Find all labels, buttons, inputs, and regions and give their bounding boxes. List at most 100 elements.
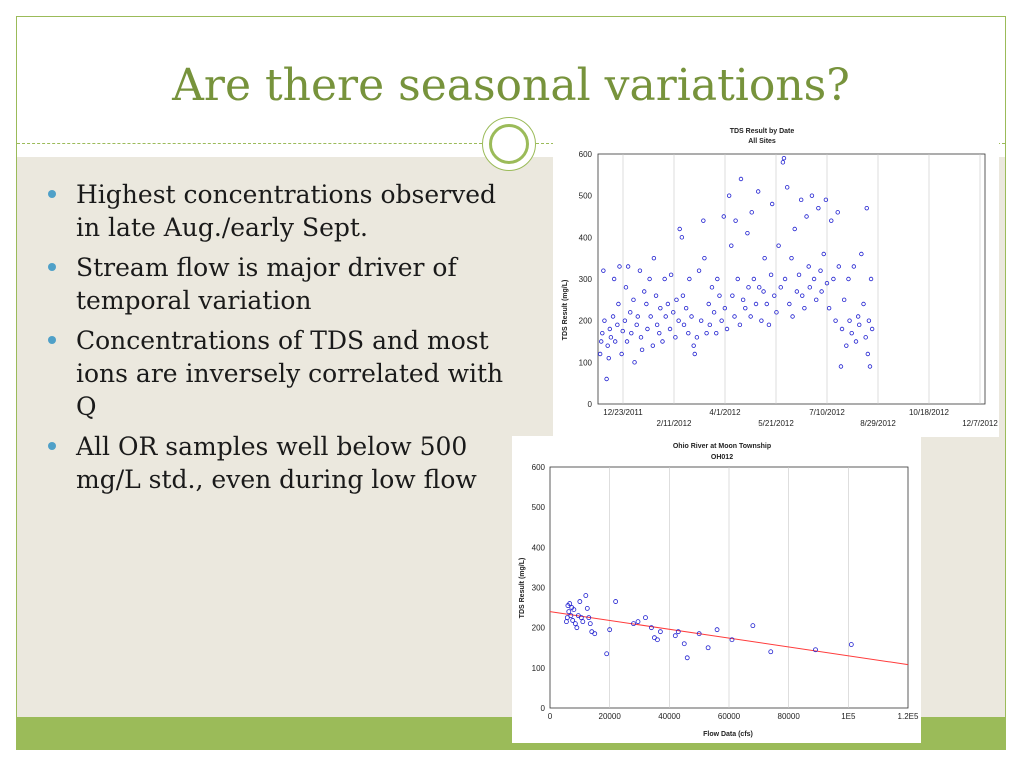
data-point bbox=[764, 301, 769, 307]
bullet-item: Stream flow is major driver of temporal … bbox=[48, 251, 518, 317]
data-point bbox=[564, 615, 570, 621]
data-point bbox=[738, 176, 744, 182]
data-point bbox=[806, 264, 811, 269]
data-point bbox=[662, 276, 667, 282]
data-point bbox=[632, 360, 637, 365]
data-point bbox=[620, 328, 625, 334]
data-point bbox=[869, 326, 875, 332]
slide-title: Are there seasonal variations? bbox=[172, 60, 850, 111]
data-point bbox=[740, 297, 746, 303]
data-point bbox=[816, 205, 821, 211]
data-point bbox=[819, 289, 824, 294]
data-point bbox=[694, 335, 700, 340]
data-point bbox=[768, 272, 774, 278]
data-point bbox=[651, 255, 657, 261]
y-tick-label: 100 bbox=[579, 358, 593, 367]
data-point bbox=[719, 318, 724, 323]
data-point bbox=[761, 289, 766, 294]
data-point bbox=[772, 293, 777, 298]
data-point bbox=[733, 218, 738, 223]
data-point bbox=[707, 322, 712, 328]
data-point bbox=[696, 268, 702, 273]
data-point bbox=[751, 276, 757, 282]
data-point bbox=[681, 322, 687, 328]
bullet-item: All OR samples well below 500 mg/L std.,… bbox=[48, 430, 518, 496]
data-point bbox=[675, 629, 681, 635]
data-point bbox=[732, 314, 737, 319]
data-point bbox=[658, 305, 663, 311]
data-point bbox=[665, 301, 671, 307]
data-point bbox=[648, 314, 653, 319]
bullet-dot-icon bbox=[48, 263, 56, 271]
y-tick-label: 100 bbox=[532, 664, 546, 673]
x-tick-label: 12/7/2012 bbox=[962, 419, 998, 428]
data-point bbox=[587, 621, 593, 627]
data-point bbox=[864, 205, 869, 211]
data-point bbox=[622, 318, 628, 323]
data-point bbox=[639, 347, 645, 353]
data-point bbox=[729, 243, 734, 248]
data-point bbox=[823, 197, 829, 203]
data-point bbox=[745, 230, 750, 236]
data-point bbox=[674, 297, 679, 303]
data-point bbox=[650, 343, 656, 348]
data-point bbox=[753, 301, 759, 307]
bullet-dot-icon bbox=[48, 336, 56, 344]
y-tick-label: 500 bbox=[532, 503, 546, 512]
data-point bbox=[673, 335, 678, 340]
data-point bbox=[607, 627, 613, 633]
data-point bbox=[868, 276, 874, 282]
y-tick-label: 0 bbox=[588, 400, 593, 409]
data-point bbox=[680, 293, 686, 298]
data-point bbox=[709, 285, 715, 290]
data-point bbox=[635, 314, 640, 319]
data-point bbox=[789, 255, 794, 261]
data-point bbox=[686, 330, 691, 336]
bullet-text: All OR samples well below 500 mg/L std.,… bbox=[76, 432, 477, 494]
data-point bbox=[644, 301, 649, 307]
data-point bbox=[613, 339, 618, 344]
y-tick-label: 400 bbox=[579, 233, 593, 242]
data-point bbox=[792, 226, 797, 232]
data-point bbox=[714, 330, 719, 336]
data-point bbox=[796, 272, 802, 278]
data-point bbox=[814, 297, 819, 303]
data-point bbox=[714, 627, 720, 633]
data-point bbox=[654, 637, 660, 643]
data-point bbox=[645, 326, 650, 332]
data-point bbox=[634, 322, 639, 328]
data-point bbox=[726, 193, 732, 198]
bullet-item: Highest concentrations observed in late … bbox=[48, 178, 518, 244]
data-point bbox=[625, 264, 631, 269]
data-point bbox=[602, 318, 607, 323]
data-point bbox=[564, 619, 569, 625]
data-point bbox=[684, 655, 690, 661]
trend-line bbox=[549, 611, 909, 666]
data-point bbox=[781, 155, 787, 161]
data-point bbox=[599, 339, 604, 344]
data-point bbox=[813, 647, 818, 653]
data-point bbox=[649, 625, 654, 631]
data-point bbox=[851, 264, 857, 269]
data-point bbox=[676, 318, 681, 323]
y-axis-label: TDS Result (mg/L) bbox=[562, 280, 569, 341]
data-point bbox=[866, 318, 872, 323]
flow-vs-tds-plot: Ohio River at Moon Township OH012 TDS Re… bbox=[519, 443, 919, 738]
data-point bbox=[778, 285, 783, 290]
data-point bbox=[729, 637, 735, 643]
data-point bbox=[635, 619, 641, 625]
data-point bbox=[839, 326, 845, 332]
data-point bbox=[826, 305, 832, 311]
bullet-text: Stream flow is major driver of temporal … bbox=[76, 253, 457, 315]
data-point bbox=[607, 326, 613, 332]
data-point bbox=[566, 609, 572, 615]
data-point bbox=[574, 625, 580, 631]
x-tick-label: 2/11/2012 bbox=[657, 419, 693, 428]
data-point bbox=[629, 330, 634, 336]
data-point bbox=[809, 193, 815, 198]
data-point bbox=[696, 631, 702, 637]
data-point bbox=[757, 285, 762, 290]
data-point bbox=[608, 335, 614, 340]
data-point bbox=[601, 268, 606, 273]
data-point bbox=[605, 343, 610, 348]
